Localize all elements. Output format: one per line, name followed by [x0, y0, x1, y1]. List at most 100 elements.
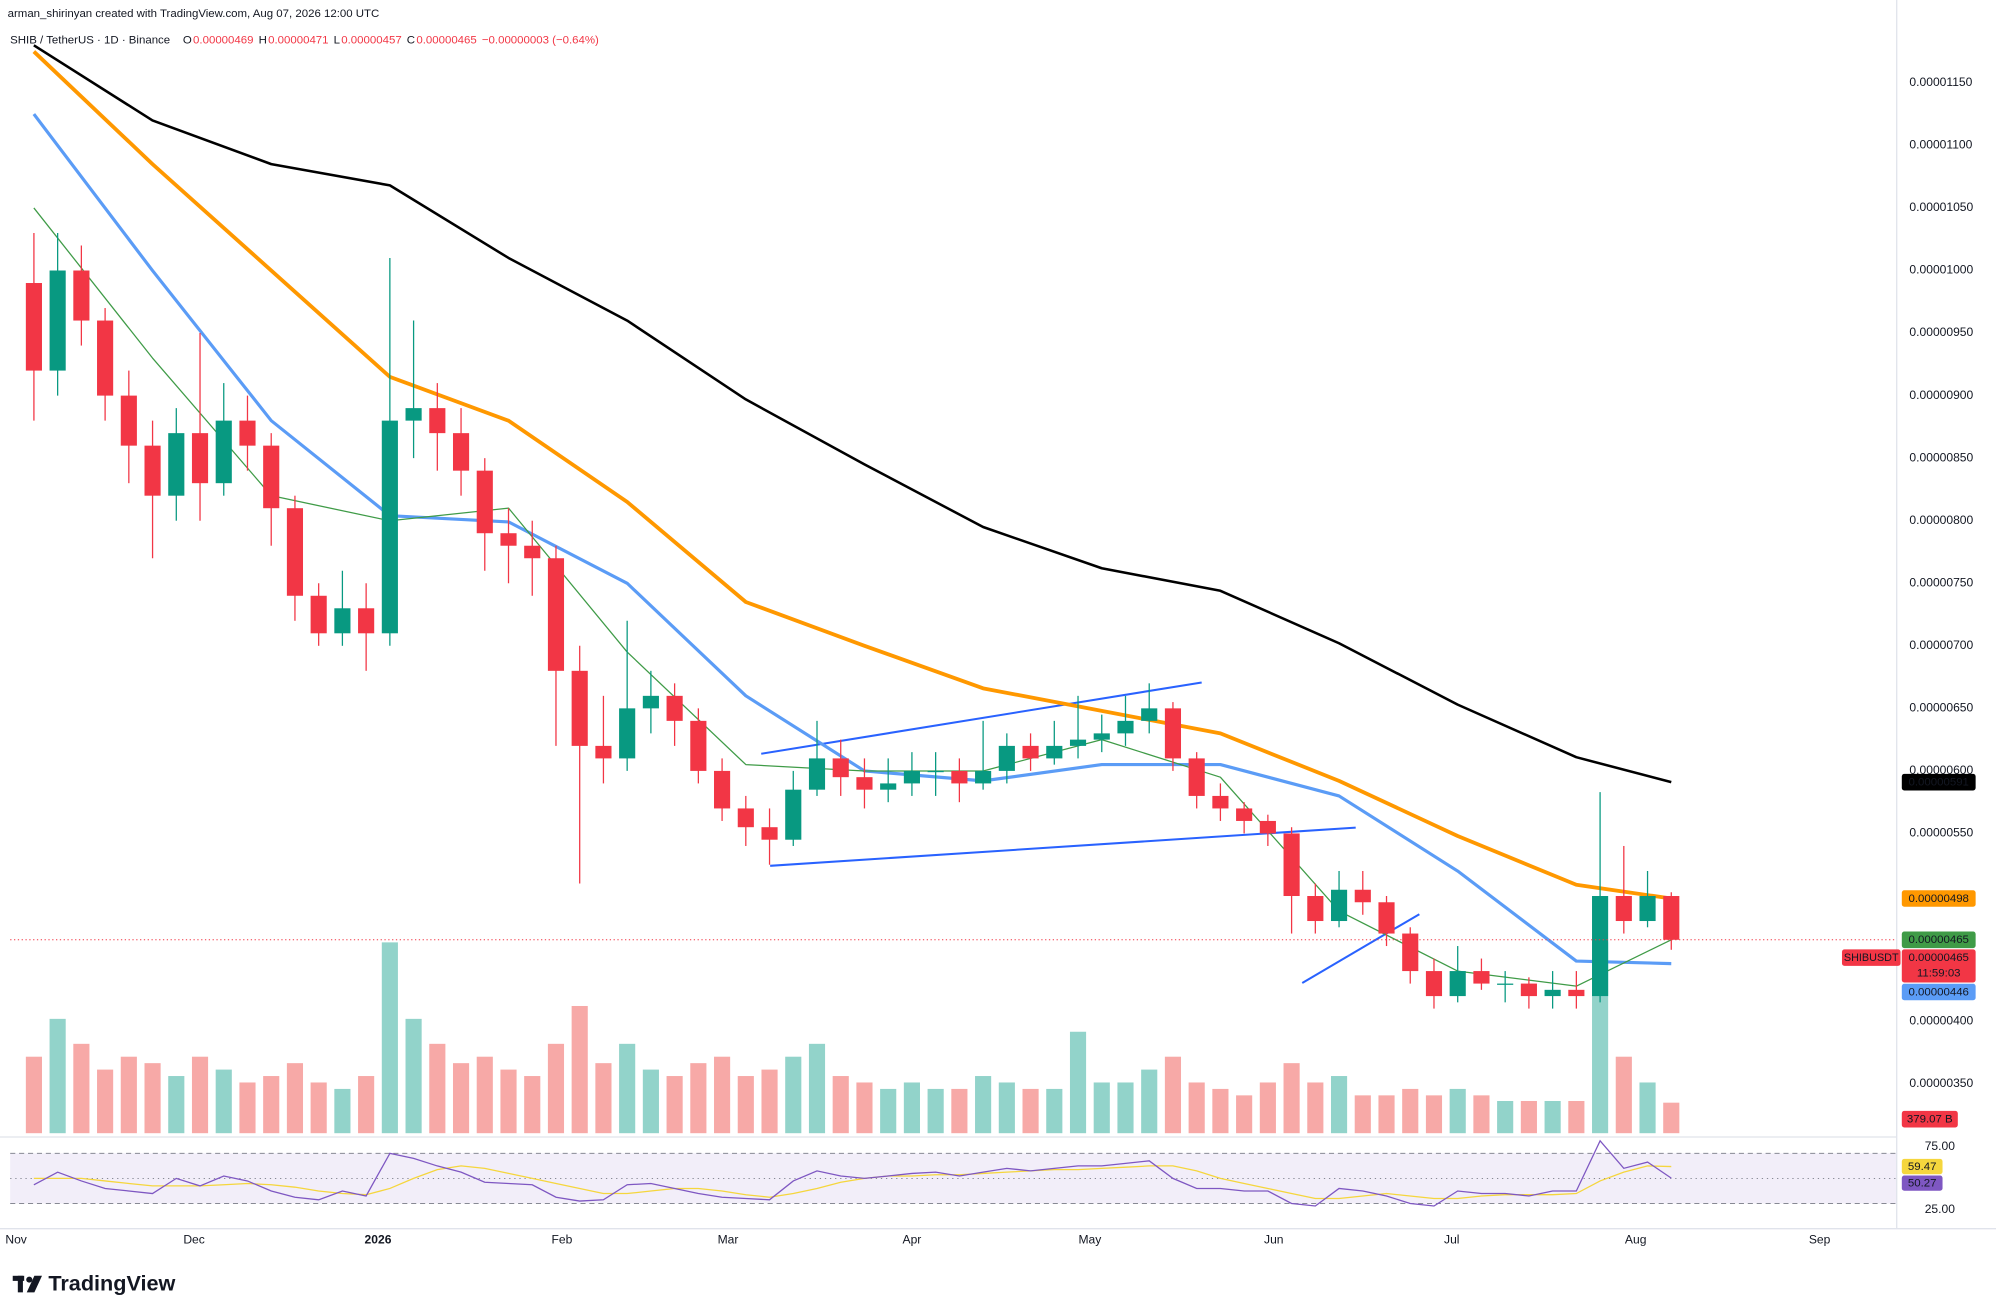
candle-body — [595, 745, 612, 759]
candle-body — [452, 433, 470, 471]
candle-body — [1283, 833, 1300, 897]
volume-bar — [1473, 1095, 1490, 1134]
rsi-tag-label: 59.47 — [1908, 1161, 1937, 1173]
price-tag-label: 0.00000591 — [1909, 777, 1969, 789]
rsi-tick-label: 25.00 — [1925, 1202, 1956, 1216]
volume-bar — [1639, 1082, 1656, 1134]
candle-body — [1425, 971, 1443, 997]
x-tick-label: Jul — [1444, 1232, 1459, 1246]
candle-body — [808, 758, 826, 790]
candle-body — [1449, 971, 1466, 997]
volume-bar — [595, 1063, 612, 1134]
y-tick-label: 0.00001000 — [1909, 263, 1973, 277]
volume-bar — [1663, 1102, 1680, 1134]
candle-body — [714, 770, 731, 809]
y-tick-label: 0.00000750 — [1909, 575, 1973, 589]
ohlc-value: 0.00000465 — [416, 35, 476, 47]
y-tick-label: 0.00000850 — [1909, 450, 1973, 464]
candle-body — [832, 758, 849, 778]
price-tag — [1901, 773, 1976, 791]
ohlc-key: L — [334, 35, 340, 47]
symbol-tag — [1841, 949, 1901, 966]
candle-body — [1022, 745, 1039, 759]
y-tick-label: 0.00001100 — [1909, 138, 1972, 152]
volume-bar — [144, 1063, 161, 1134]
volume-bar — [524, 1076, 541, 1134]
candle-body — [1069, 739, 1087, 746]
candle-body — [690, 720, 707, 771]
volume-bar — [263, 1076, 280, 1134]
volume-bar — [168, 1076, 185, 1134]
y-tick-label: 0.00000550 — [1909, 826, 1973, 840]
x-tick-label: Nov — [5, 1232, 26, 1246]
volume-bar — [25, 1056, 42, 1134]
x-tick-label: Dec — [183, 1232, 204, 1246]
rsi-ma-line — [33, 1165, 1672, 1200]
candle-body — [1093, 733, 1110, 740]
logo-part — [26, 1275, 43, 1293]
candle-body — [429, 408, 446, 434]
volume-bar — [642, 1069, 659, 1134]
candle-body — [975, 770, 992, 784]
candle-body — [1259, 820, 1276, 834]
price-tag-label: 11:59:03 — [1917, 967, 1961, 979]
price-tag-label: 0.00000446 — [1909, 986, 1969, 998]
logo-part — [17, 1275, 23, 1293]
candle-body — [191, 433, 209, 484]
candle-body — [1236, 808, 1253, 821]
y-tick-label: 0.00000700 — [1909, 638, 1973, 652]
ohlc-value: 0.00000471 — [268, 35, 328, 47]
volume-bar — [476, 1056, 493, 1134]
candle-body — [951, 770, 968, 784]
volume-bar — [761, 1069, 778, 1134]
x-tick-label: Mar — [718, 1232, 739, 1246]
candle-body — [1520, 983, 1537, 997]
y-tick-label: 0.00000400 — [1909, 1013, 1973, 1027]
volume-bar — [1069, 1031, 1087, 1134]
candle-body — [381, 420, 398, 634]
candle-body — [144, 445, 161, 496]
candle-body — [358, 608, 375, 634]
candle-body — [405, 408, 422, 421]
price-tag-label: 0.00000465 — [1909, 934, 1969, 946]
volume-bar — [1354, 1095, 1371, 1134]
volume-bar — [1212, 1088, 1229, 1134]
volume-bar — [1283, 1063, 1300, 1134]
volume-bar — [1497, 1100, 1514, 1134]
candle-body — [642, 695, 659, 709]
candle-body — [903, 770, 920, 784]
candle-body — [547, 558, 565, 671]
volume-bar — [381, 942, 398, 1134]
candle-body — [1046, 745, 1063, 759]
candle-body — [1402, 933, 1419, 972]
candle-body — [97, 320, 114, 396]
volume-bar — [856, 1082, 873, 1134]
y-tick-label: 0.00001050 — [1909, 200, 1973, 214]
volume-bar — [1259, 1082, 1276, 1134]
candle-body — [1307, 896, 1324, 922]
volume-bar — [975, 1076, 992, 1134]
candle-body — [1497, 983, 1514, 985]
trendline — [1301, 913, 1420, 984]
volume-bar — [1164, 1056, 1182, 1134]
candle-body — [73, 270, 90, 321]
rsi-tick-label: 75.00 — [1925, 1139, 1956, 1153]
trendline — [761, 681, 1202, 755]
logo-part — [26, 1276, 33, 1283]
moving-average — [32, 50, 1672, 901]
volume-bar — [832, 1076, 849, 1134]
candle-body — [263, 445, 280, 509]
price-tag — [1901, 890, 1976, 907]
credit: arman_shirinyan created with TradingView… — [8, 8, 380, 20]
price-tag-label: 0.00000465 — [1909, 952, 1969, 964]
volume-bar — [547, 1043, 565, 1134]
volume-bar — [1615, 1056, 1632, 1134]
candle-body — [476, 470, 493, 534]
candle-body — [619, 708, 636, 759]
candle-body — [856, 777, 873, 790]
candle-body — [761, 827, 778, 840]
volume-bar — [714, 1056, 731, 1134]
